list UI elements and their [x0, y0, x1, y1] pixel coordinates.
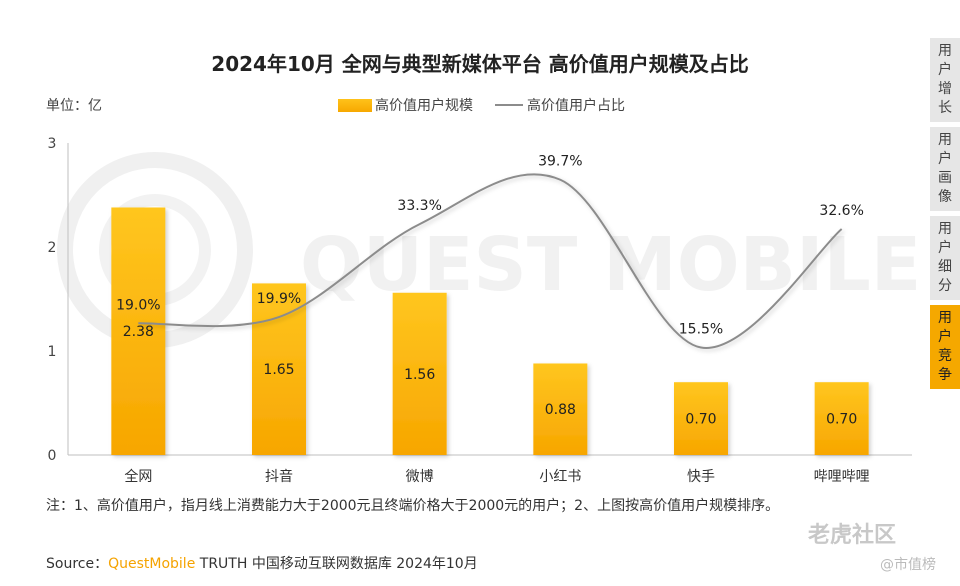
bar-label-5: 0.70 — [826, 412, 857, 428]
bar-5 — [814, 382, 869, 455]
side-tab-char: 户 — [938, 240, 952, 256]
bar-label-2: 1.56 — [404, 367, 435, 383]
side-tab-char: 细 — [938, 259, 952, 275]
legend-line-swatch — [495, 104, 523, 106]
watermark-community: 老虎社区 — [808, 523, 897, 548]
side-tabs: 用户增长用户画像用户细分用户竞争 — [930, 38, 960, 394]
side-tab-char: 长 — [938, 100, 952, 116]
bar-4 — [674, 382, 728, 455]
bar-label-0: 2.38 — [123, 324, 154, 340]
bar-3 — [533, 363, 588, 455]
source-prefix: Source： — [46, 556, 109, 572]
category-label-1: 抖音 — [265, 468, 293, 485]
category-label-0: 全网 — [124, 468, 152, 485]
line-label-0: 19.0% — [116, 297, 160, 313]
y-tick-label: 3 — [48, 136, 57, 152]
side-tab-char: 户 — [938, 62, 952, 78]
bar-1 — [252, 283, 306, 455]
chart-title: 2024年10月 全网与典型新媒体平台 高价值用户规模及占比 — [211, 52, 749, 76]
side-tab-char: 争 — [938, 367, 952, 383]
line-label-3: 39.7% — [538, 154, 582, 170]
side-tab-char: 用 — [938, 132, 952, 148]
source-rest: TRUTH 中国移动互联网数据库 2024年10月 — [195, 556, 478, 572]
legend-line-label: 高价值用户占比 — [527, 98, 625, 114]
bar-label-1: 1.65 — [263, 362, 294, 378]
side-tab-char: 增 — [938, 81, 952, 97]
legend: 高价值用户规模 高价值用户占比 — [338, 95, 625, 115]
side-tab-char: 竞 — [938, 348, 952, 364]
y-tick-label: 0 — [48, 448, 57, 464]
category-label-2: 微博 — [406, 468, 434, 485]
side-tab-2[interactable]: 用户细分 — [930, 216, 960, 300]
side-tab-3[interactable]: 用户竞争 — [930, 305, 960, 389]
bar-0 — [111, 207, 166, 455]
watermark-handle: @市值榜 — [880, 557, 936, 573]
source-line: Source：QuestMobile TRUTH 中国移动互联网数据库 2024… — [46, 553, 478, 573]
side-tab-char: 户 — [938, 329, 952, 345]
source-brand: QuestMobile — [108, 556, 196, 572]
footnote: 注：1、高价值用户，指月线上消费能力大于2000元且终端价格大于2000元的用户… — [46, 498, 780, 514]
side-tab-char: 户 — [938, 151, 952, 167]
bar-label-4: 0.70 — [685, 412, 716, 428]
line-series — [138, 173, 843, 349]
side-tab-1[interactable]: 用户画像 — [930, 127, 960, 211]
legend-bar-label: 高价值用户规模 — [375, 98, 473, 114]
unit-label: 单位：亿 — [46, 98, 102, 114]
line-label-5: 32.6% — [819, 203, 863, 219]
y-tick-label: 1 — [48, 344, 57, 360]
category-label-5: 哔哩哔哩 — [814, 469, 870, 485]
line-label-2: 33.3% — [397, 198, 441, 214]
bar-2 — [392, 292, 447, 455]
side-tab-char: 画 — [938, 170, 952, 186]
side-tab-char: 用 — [938, 310, 952, 326]
line-label-1: 19.9% — [257, 291, 301, 307]
category-label-4: 快手 — [687, 469, 715, 485]
side-tab-char: 像 — [938, 189, 952, 205]
side-tab-0[interactable]: 用户增长 — [930, 38, 960, 122]
side-tab-char: 用 — [938, 221, 952, 237]
side-tab-char: 用 — [938, 43, 952, 59]
legend-bar-swatch — [338, 98, 372, 112]
category-label-3: 小红书 — [539, 469, 581, 485]
line-label-4: 15.5% — [679, 322, 723, 338]
y-tick-label: 2 — [48, 240, 57, 256]
side-tab-char: 分 — [938, 278, 952, 294]
bar-label-3: 0.88 — [545, 402, 576, 418]
